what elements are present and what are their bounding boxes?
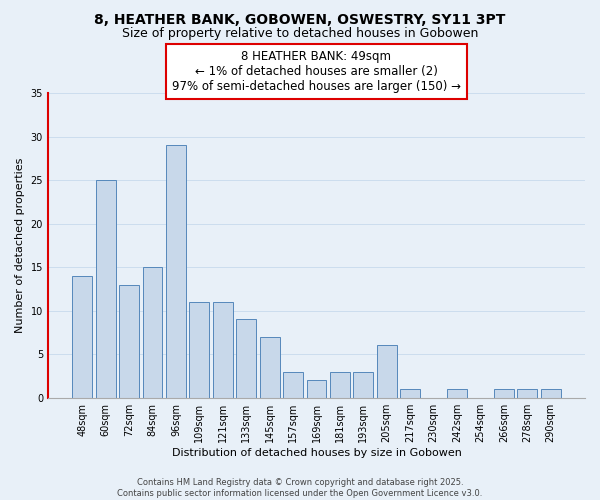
Bar: [447, 389, 467, 398]
Bar: [260, 337, 280, 398]
Bar: [96, 180, 116, 398]
Bar: [236, 320, 256, 398]
Bar: [73, 276, 92, 398]
Text: Size of property relative to detached houses in Gobowen: Size of property relative to detached ho…: [122, 28, 478, 40]
Bar: [283, 372, 303, 398]
Text: 8, HEATHER BANK, GOBOWEN, OSWESTRY, SY11 3PT: 8, HEATHER BANK, GOBOWEN, OSWESTRY, SY11…: [94, 12, 506, 26]
Bar: [143, 267, 163, 398]
Bar: [166, 145, 186, 398]
Bar: [353, 372, 373, 398]
Text: 8 HEATHER BANK: 49sqm
← 1% of detached houses are smaller (2)
97% of semi-detach: 8 HEATHER BANK: 49sqm ← 1% of detached h…: [172, 50, 461, 93]
X-axis label: Distribution of detached houses by size in Gobowen: Distribution of detached houses by size …: [172, 448, 461, 458]
Bar: [494, 389, 514, 398]
Y-axis label: Number of detached properties: Number of detached properties: [15, 158, 25, 333]
Bar: [213, 302, 233, 398]
Bar: [400, 389, 420, 398]
Bar: [541, 389, 560, 398]
Bar: [119, 284, 139, 398]
Bar: [377, 346, 397, 398]
Bar: [517, 389, 537, 398]
Bar: [307, 380, 326, 398]
Bar: [190, 302, 209, 398]
Bar: [330, 372, 350, 398]
Text: Contains HM Land Registry data © Crown copyright and database right 2025.
Contai: Contains HM Land Registry data © Crown c…: [118, 478, 482, 498]
